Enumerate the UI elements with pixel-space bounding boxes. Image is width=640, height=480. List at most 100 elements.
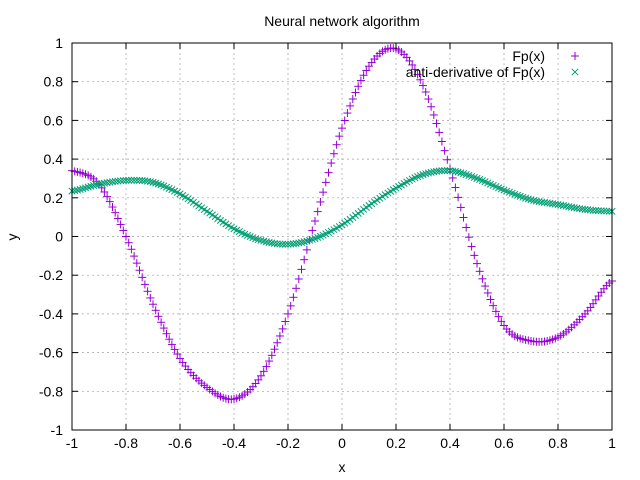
data-point xyxy=(321,178,330,187)
data-point xyxy=(289,293,298,302)
data-point xyxy=(324,168,333,177)
data-point xyxy=(313,207,322,216)
data-point xyxy=(130,252,139,261)
y-tick-label: -0.8 xyxy=(39,383,63,399)
data-point xyxy=(157,318,166,327)
data-point xyxy=(284,240,292,248)
data-point xyxy=(281,240,289,248)
data-point xyxy=(451,167,459,176)
data-point xyxy=(522,194,530,202)
data-point xyxy=(100,187,109,196)
data-point xyxy=(451,183,460,192)
data-point xyxy=(270,345,279,354)
data-point xyxy=(165,335,174,344)
data-point xyxy=(119,226,128,235)
data-point xyxy=(413,70,422,79)
data-point xyxy=(329,149,338,158)
data-point xyxy=(438,167,446,175)
data-point xyxy=(594,207,603,215)
data-point xyxy=(286,301,295,310)
data-point xyxy=(421,87,430,96)
x-tick-label: 0.4 xyxy=(440,435,460,451)
y-tick-label: 1 xyxy=(55,35,63,51)
x-tick-label: 0 xyxy=(338,435,346,451)
data-point xyxy=(356,76,365,85)
x-tick-label: 0.2 xyxy=(386,435,406,451)
data-point xyxy=(530,196,538,204)
data-point xyxy=(359,71,368,80)
chart-title: Neural network algorithm xyxy=(264,13,420,29)
data-point xyxy=(416,75,425,84)
x-tick-label: -0.6 xyxy=(168,435,192,451)
data-point xyxy=(90,181,98,190)
grid xyxy=(72,43,612,430)
data-point xyxy=(327,159,336,168)
data-point xyxy=(424,169,432,177)
data-point xyxy=(276,240,284,248)
data-point xyxy=(343,109,352,118)
data-point xyxy=(149,300,157,309)
data-point xyxy=(459,213,468,222)
data-point xyxy=(554,201,562,209)
data-point xyxy=(457,169,465,177)
data-point xyxy=(292,284,301,293)
data-point xyxy=(122,232,130,241)
data-point xyxy=(429,110,438,119)
data-point xyxy=(332,140,341,149)
data-point xyxy=(338,124,346,133)
data-point xyxy=(113,214,122,223)
x-tick-label: -0.4 xyxy=(222,435,246,451)
data-point xyxy=(284,309,292,318)
data-point xyxy=(448,173,457,182)
data-point xyxy=(170,345,179,354)
data-point xyxy=(95,180,103,188)
data-point xyxy=(311,217,319,226)
data-point xyxy=(173,350,182,359)
data-point xyxy=(454,193,463,202)
data-point xyxy=(302,245,311,254)
data-point xyxy=(154,312,163,321)
data-point xyxy=(497,317,506,326)
legend: Fp(x)anti-derivative of Fp(x) xyxy=(406,48,579,80)
data-point xyxy=(138,273,147,282)
data-point xyxy=(116,220,125,229)
data-point xyxy=(151,306,160,315)
data-point xyxy=(565,203,573,211)
data-point xyxy=(111,208,120,217)
data-point xyxy=(167,340,176,349)
data-point xyxy=(478,274,487,283)
data-point xyxy=(454,168,462,176)
data-point xyxy=(481,282,490,291)
data-point xyxy=(467,242,476,251)
data-point xyxy=(122,176,130,184)
data-point xyxy=(144,177,152,185)
data-point xyxy=(559,202,567,210)
data-point xyxy=(259,367,268,376)
data-point xyxy=(254,235,262,244)
data-point xyxy=(76,185,84,193)
data-point xyxy=(79,185,87,193)
data-point xyxy=(589,206,597,214)
data-point xyxy=(98,180,106,188)
x-tick-label: -0.8 xyxy=(114,435,138,451)
data-point xyxy=(281,317,290,326)
data-point xyxy=(303,237,311,245)
data-point xyxy=(146,178,154,186)
data-point xyxy=(440,146,449,155)
data-point xyxy=(159,324,168,333)
data-point xyxy=(362,66,371,75)
data-point xyxy=(557,201,565,209)
data-point xyxy=(470,251,479,260)
x-tick-label: 0.8 xyxy=(548,435,568,451)
x-axis-label: x xyxy=(339,459,346,475)
data-point xyxy=(427,102,436,111)
data-point xyxy=(456,203,465,212)
data-point xyxy=(491,307,500,316)
legend-marker xyxy=(571,68,579,76)
data-point xyxy=(351,88,360,97)
data-point xyxy=(483,288,492,297)
data-point xyxy=(140,280,149,289)
data-point xyxy=(92,181,100,189)
data-point xyxy=(292,239,300,248)
x-tick-label: 0.6 xyxy=(494,435,514,451)
